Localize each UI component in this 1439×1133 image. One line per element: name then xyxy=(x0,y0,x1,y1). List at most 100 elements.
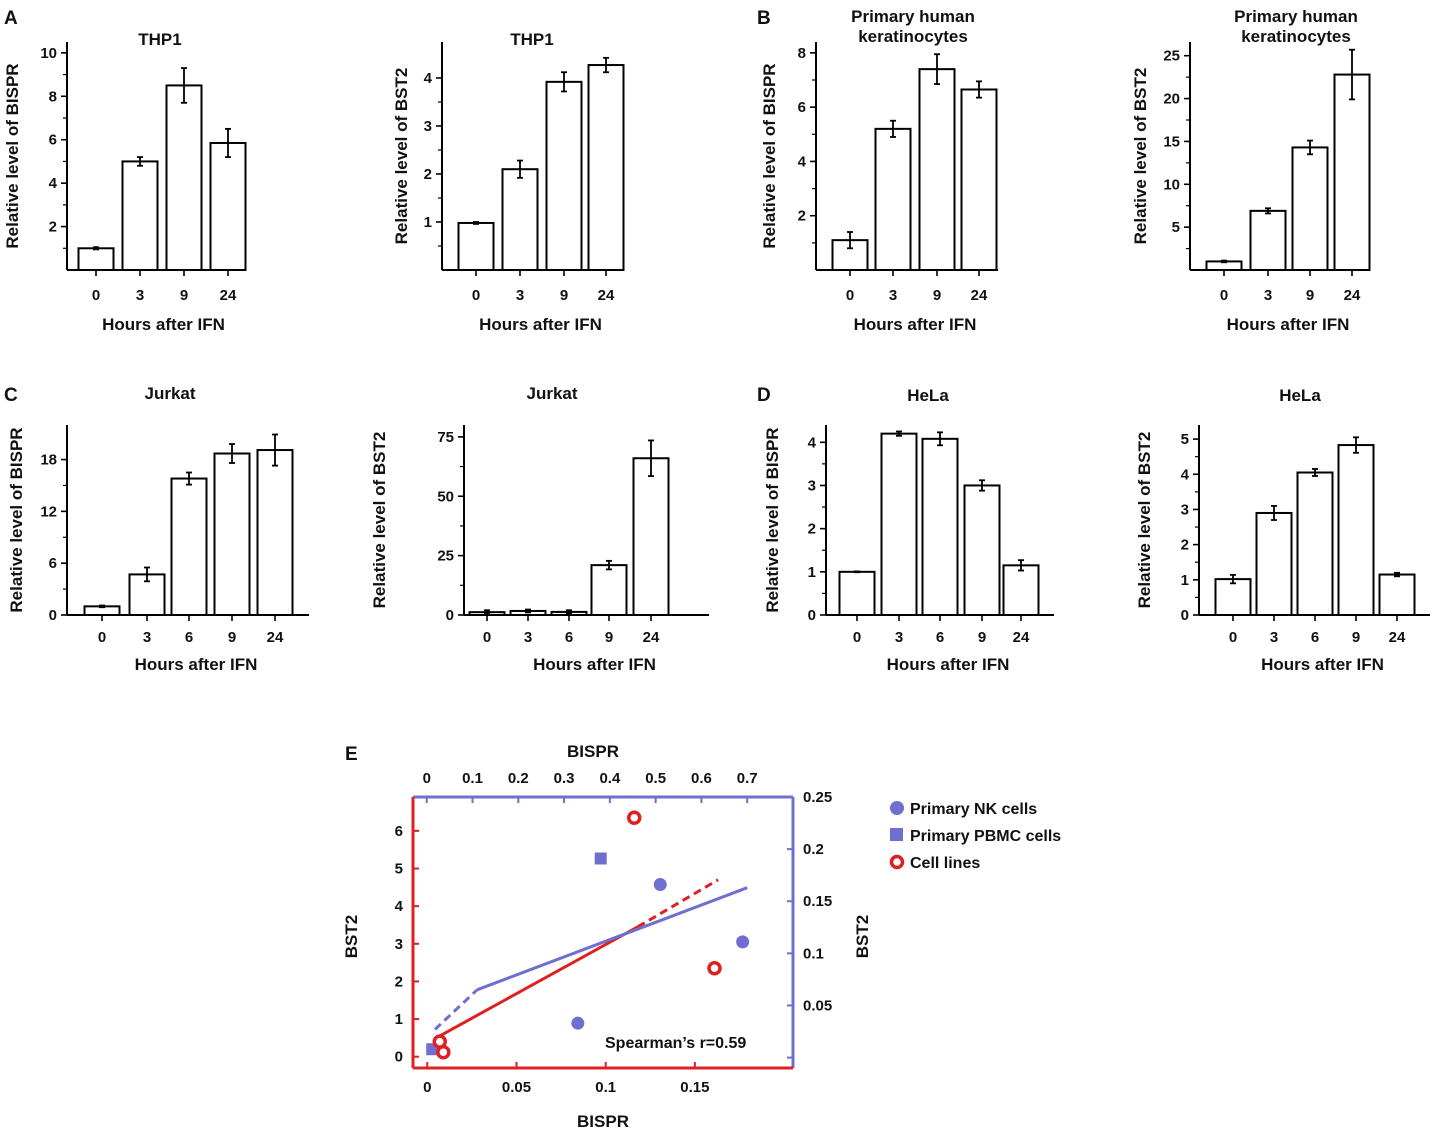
panel-label-c: C xyxy=(4,385,18,406)
right-tick-label: 0.15 xyxy=(803,893,832,910)
top-tick-label: 0.3 xyxy=(554,770,575,787)
legend-marker-nk xyxy=(890,801,904,815)
y-tick-label: 75 xyxy=(437,429,454,446)
scatter-point-nk xyxy=(571,1016,585,1030)
x-tick-label: 24 xyxy=(267,629,284,646)
bar xyxy=(960,88,998,271)
y-axis-label: Relative level of BST2 xyxy=(1135,432,1154,609)
bar-chart-jurkat-bispr: Jurkat 0 6 12 18 0 3 6 9 24 Hours after IFN Relativ… xyxy=(7,384,309,674)
y-axis-label: Relative level of BST2 xyxy=(370,432,389,609)
x-tick-label: 9 xyxy=(978,629,986,646)
y-tick-label: 0 xyxy=(49,607,57,624)
bar xyxy=(1378,573,1416,617)
scatter-point-pbmc xyxy=(594,852,607,865)
x-tick-label: 0 xyxy=(472,287,480,304)
legend-label: Primary PBMC cells xyxy=(910,828,1061,845)
bar xyxy=(590,564,628,616)
right-tick-label: 0.05 xyxy=(803,997,832,1014)
y-tick-label: 20 xyxy=(1163,91,1180,108)
chart-title: HeLa xyxy=(1279,386,1321,405)
top-tick-label: 0.5 xyxy=(645,770,666,787)
x-tick-label: 3 xyxy=(524,629,532,646)
top-tick-label: 0.7 xyxy=(737,770,758,787)
top-tick-label: 0.2 xyxy=(508,770,529,787)
x-axis-label: Hours after IFN xyxy=(533,655,656,674)
bar xyxy=(1337,444,1375,616)
y-tick-label: 0 xyxy=(1181,607,1189,624)
bar xyxy=(545,80,583,271)
bottom-tick-label: 0.1 xyxy=(595,1079,616,1096)
x-tick-label: 0 xyxy=(1229,629,1237,646)
y-tick-label: 2 xyxy=(49,219,57,236)
bar xyxy=(963,484,1001,617)
bar-chart-hela-bst2: HeLa 0 1 2 3 4 5 0 3 6 9 24 Hours after IFN Relative … xyxy=(1135,386,1430,674)
y-tick-label: 2 xyxy=(424,166,432,183)
x-tick-label: 0 xyxy=(1220,287,1228,304)
y-tick-label: 8 xyxy=(798,45,806,62)
left-tick-label: 6 xyxy=(395,823,403,840)
spearman-annotation: Spearman’s r=0.59 xyxy=(605,1035,746,1052)
bar xyxy=(457,221,495,272)
scatter-point-nk xyxy=(736,935,750,949)
y-tick-label: 0 xyxy=(808,607,816,624)
bar xyxy=(918,68,956,272)
x-tick-label: 0 xyxy=(92,287,100,304)
top-tick-label: 0.4 xyxy=(599,770,621,787)
chart-title: Primary human xyxy=(851,7,975,26)
y-tick-label: 1 xyxy=(424,214,432,231)
fit-line-dashed xyxy=(433,988,479,1031)
bar xyxy=(1291,146,1329,271)
y-tick-label: 1 xyxy=(1181,572,1189,589)
x-tick-label: 0 xyxy=(483,629,491,646)
fit-line-dashed xyxy=(637,878,719,929)
y-tick-label: 4 xyxy=(798,153,807,170)
y-axis-label: Relative level of BISPR xyxy=(7,427,26,612)
bar xyxy=(209,141,247,272)
x-tick-label: 24 xyxy=(1013,629,1030,646)
scatter-point-cell-line xyxy=(707,961,722,976)
bar xyxy=(213,452,251,616)
y-tick-label: 25 xyxy=(437,548,454,565)
bottom-axis-label: BISPR xyxy=(577,1112,629,1131)
left-tick-label: 2 xyxy=(395,973,403,990)
y-axis-label: Relative level of BISPR xyxy=(763,427,782,612)
bar xyxy=(880,432,918,616)
y-tick-label: 6 xyxy=(798,99,806,116)
bar-chart-jurkat-bst2: Jurkat 0 25 50 75 0 3 6 9 24 Hours after IFN Relati… xyxy=(370,384,709,674)
bar xyxy=(1214,578,1252,616)
x-tick-label: 6 xyxy=(936,629,944,646)
bar xyxy=(838,570,876,616)
y-tick-label: 18 xyxy=(40,452,57,469)
fit-line-solid xyxy=(476,886,748,992)
y-tick-label: 4 xyxy=(1181,466,1190,483)
top-tick-label: 0 xyxy=(423,770,431,787)
chart-title: HeLa xyxy=(907,386,949,405)
legend-marker-pbmc xyxy=(890,828,903,841)
x-axis-label: Hours after IFN xyxy=(854,315,977,334)
y-tick-label: 3 xyxy=(808,477,816,494)
x-tick-label: 9 xyxy=(180,287,188,304)
y-tick-label: 3 xyxy=(1181,501,1189,518)
fit-line-solid xyxy=(435,925,639,1040)
x-tick-label: 24 xyxy=(1389,629,1406,646)
x-axis-label: Hours after IFN xyxy=(479,315,602,334)
y-tick-label: 10 xyxy=(40,45,57,62)
right-axis-label: BST2 xyxy=(853,915,872,958)
x-tick-label: 9 xyxy=(1306,287,1314,304)
chart-title: Primary human xyxy=(1234,7,1358,26)
chart-title: THP1 xyxy=(138,30,181,49)
bar xyxy=(1255,511,1293,616)
bottom-tick-label: 0.15 xyxy=(680,1079,709,1096)
x-axis-label: Hours after IFN xyxy=(135,655,258,674)
x-tick-label: 24 xyxy=(220,287,237,304)
chart-title: Jurkat xyxy=(144,384,195,403)
x-tick-label: 6 xyxy=(565,629,573,646)
y-axis-label: Relative level of BISPR xyxy=(3,63,22,248)
chart-title: Jurkat xyxy=(526,384,577,403)
x-tick-label: 3 xyxy=(143,629,151,646)
panel-label-d: D xyxy=(757,385,771,406)
